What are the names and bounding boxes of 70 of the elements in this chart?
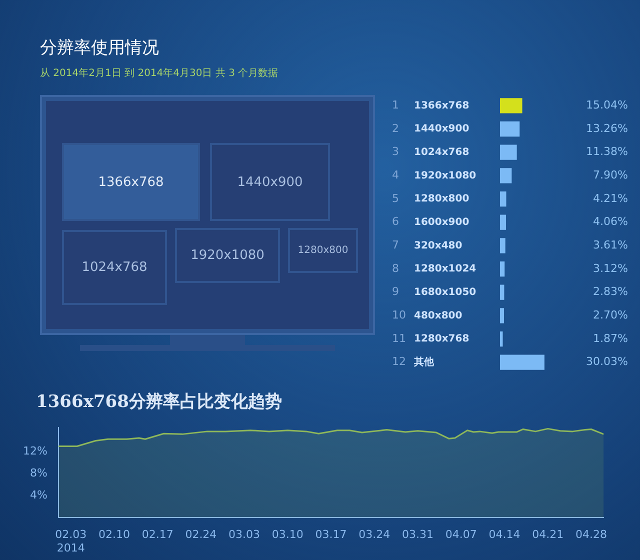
y2-tick-label: 11 xyxy=(392,332,406,345)
y-tick-label: 4% xyxy=(30,488,48,502)
x-tick-label: 03.24 xyxy=(358,528,390,542)
y2-tick-label: 5 xyxy=(392,192,399,205)
data-label: 3.12% xyxy=(593,262,628,275)
bar xyxy=(500,168,512,184)
y-tick-label: 480x800 xyxy=(414,310,462,322)
data-label: 15.04% xyxy=(586,98,628,112)
x-tick-label: 03.31 xyxy=(402,528,434,542)
y-tick-label: 1366x768 xyxy=(414,100,470,112)
category-label: 1280x800 xyxy=(288,228,358,273)
bar xyxy=(500,331,503,347)
data-label: 30.03% xyxy=(586,355,628,368)
bar xyxy=(500,98,522,114)
y2-tick-label: 12 xyxy=(392,355,406,368)
data-label: 2.83% xyxy=(593,285,628,298)
bar xyxy=(500,214,506,230)
y-tick-label: 1440x900 xyxy=(414,124,470,135)
x-tick-label: 04.14 xyxy=(488,528,520,542)
x-tick-label: 02.03 2014 xyxy=(55,528,87,554)
y-tick-label: 1280x1024 xyxy=(414,264,476,275)
chart-title: 1366x768分辨率占比变化趋势 xyxy=(36,391,283,414)
data-label: 3.61% xyxy=(593,238,628,252)
data-label: 4.21% xyxy=(593,192,628,205)
bar xyxy=(500,284,504,300)
y2-tick-label: 6 xyxy=(392,215,399,228)
y2-tick-label: 3 xyxy=(392,145,399,158)
y-tick-label: 其他 xyxy=(413,356,435,368)
data-label: 1.87% xyxy=(593,332,628,345)
y-tick-label: 320x480 xyxy=(414,240,462,252)
x-tick-label: 04.21 xyxy=(532,528,564,542)
x-tick-label: 03.03 xyxy=(228,528,260,542)
x-tick-label: 04.28 xyxy=(576,528,608,542)
y2-tick-label: 7 xyxy=(392,238,399,252)
y-tick-label: 1024x768 xyxy=(414,146,470,158)
bar xyxy=(500,354,544,370)
bar xyxy=(500,261,505,277)
bar xyxy=(500,238,506,254)
y-tick-label: 1280x768 xyxy=(414,334,470,345)
x-tick-label: 02.17 xyxy=(142,528,174,542)
y2-tick-label: 9 xyxy=(392,285,399,298)
x-tick-label: 04.07 xyxy=(445,528,477,542)
x-tick-label: 02.10 xyxy=(98,528,130,542)
data-label: 2.70% xyxy=(593,308,628,322)
category-label: 1440x900 xyxy=(210,143,330,221)
y2-tick-label: 1 xyxy=(392,98,399,112)
data-label: 11.38% xyxy=(586,145,628,158)
y-tick-label: 8% xyxy=(30,466,48,480)
data-label: 4.06% xyxy=(593,215,628,228)
y2-tick-label: 10 xyxy=(392,308,406,322)
text: 从 2014年2月1日 到 2014年4月30日 共 3 个月数据 xyxy=(40,66,278,80)
x-tick-label: 03.17 xyxy=(315,528,347,542)
bar xyxy=(500,121,520,137)
text: 分辨率使用情况 xyxy=(40,37,159,59)
x-tick-label: 02.24 xyxy=(185,528,217,542)
y-tick-label: 1600x900 xyxy=(414,216,470,228)
data-label: 13.26% xyxy=(586,122,628,135)
y-tick-label: 1680x1050 xyxy=(414,286,476,298)
bar xyxy=(500,144,517,160)
y-tick-label: 1280x800 xyxy=(414,194,470,205)
category-label: 1920x1080 xyxy=(175,228,280,283)
bar xyxy=(500,191,506,207)
y2-tick-label: 8 xyxy=(392,262,399,275)
y-tick-label: 12% xyxy=(22,444,48,458)
y2-tick-label: 4 xyxy=(392,168,399,182)
bar xyxy=(500,308,504,324)
x-tick-label: 03.10 xyxy=(272,528,304,542)
y2-tick-label: 2 xyxy=(392,122,399,135)
y-tick-label: 1920x1080 xyxy=(414,170,476,182)
data-label: 7.90% xyxy=(593,168,628,182)
